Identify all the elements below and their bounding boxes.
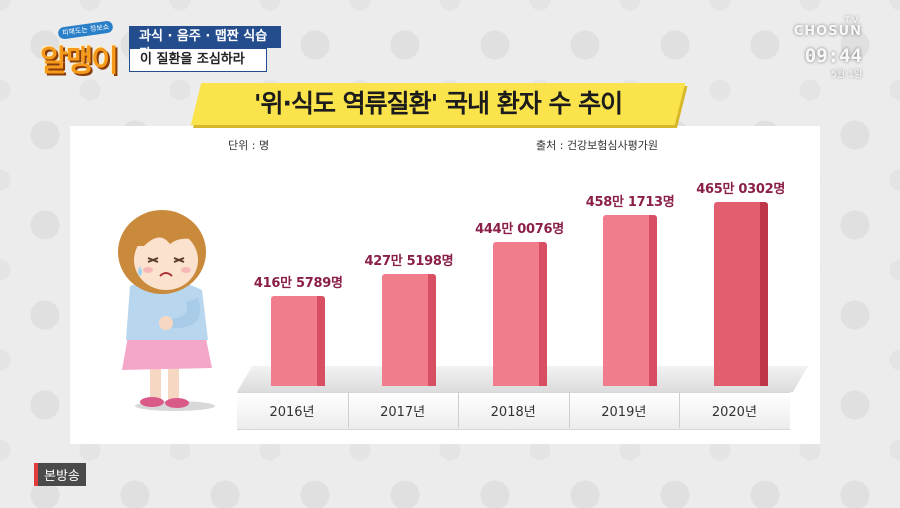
bar-front-face <box>381 274 428 386</box>
caption-line-2: 이 질환을 조심하라 <box>129 48 267 72</box>
x-tick-label: 2020년 <box>711 405 757 420</box>
bar-front-face <box>603 215 650 386</box>
bar-3 <box>492 242 547 386</box>
bar-side-face <box>538 242 547 386</box>
bar-value-label: 444만 0076명 <box>475 222 564 237</box>
chart-title: '위·식도 역류질환' 국내 환자 수 추이 <box>253 89 623 118</box>
date: 5월 1일 <box>831 70 862 80</box>
x-tick-label: 2016년 <box>269 405 315 420</box>
rebroadcast-tag: 본방송 <box>34 463 86 486</box>
bar-side-face <box>427 274 436 386</box>
caption-line-1: 과식 · 음주 · 맵짠 식습관 <box>129 26 281 62</box>
channel-name: CHOSUN <box>793 24 862 39</box>
bar-value-label: 427만 5198명 <box>364 254 454 269</box>
bar-front-face <box>271 296 318 386</box>
bar-1 <box>271 296 326 386</box>
broadcaster-watermark: TV CHOSUN 09:44 5월 1일 <box>794 16 862 80</box>
clock: 09:44 <box>804 45 862 67</box>
bar-front-face <box>713 202 760 386</box>
bar-5 <box>713 202 768 386</box>
bar-value-label: 465만 0302명 <box>696 182 786 197</box>
x-tick-separator <box>458 392 459 428</box>
bar-front-face <box>492 242 539 386</box>
bar-value-label: 416만 5789명 <box>253 276 343 291</box>
show-logo: 피해도는 정보쇼 알맹이 <box>38 20 124 84</box>
logo-text: 알맹이 <box>40 44 119 79</box>
topic-caption: 과식 · 음주 · 맵짠 식습관 이 질환을 조심하라 <box>129 26 281 72</box>
x-tick-separator <box>348 392 349 428</box>
bar-2 <box>381 274 436 386</box>
x-tick-label: 2018년 <box>490 405 536 420</box>
bar-side-face <box>649 215 658 386</box>
x-tick-separator <box>569 392 570 428</box>
tv-label: TV <box>844 16 860 26</box>
bar-value-label: 458만 1713명 <box>585 195 675 210</box>
source-label: 출처 : 건강보험심사평가원 <box>536 139 659 152</box>
x-tick-separator <box>679 392 680 428</box>
unit-label: 단위 : 명 <box>228 139 270 152</box>
bar-side-face <box>317 296 326 386</box>
bar-4 <box>603 215 658 386</box>
x-tick-label: 2019년 <box>601 405 647 420</box>
stomach-ache-illustration <box>118 210 215 411</box>
bar-side-face <box>759 202 768 386</box>
chart-base <box>237 392 790 430</box>
x-tick-label: 2017년 <box>380 405 426 420</box>
